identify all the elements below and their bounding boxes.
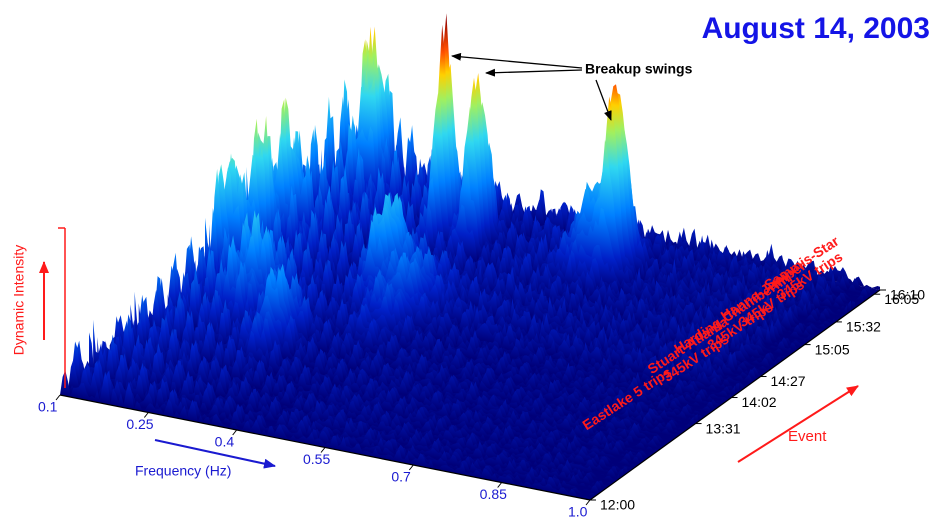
annotation-arrow [451,52,583,69]
x-tick-label: 0.55 [303,451,330,467]
y-tick-label: 16:05 [884,291,919,307]
surface-slice [84,348,615,482]
surface-slice [321,96,851,311]
surface-slice [325,116,856,308]
y-tick-label: 14:02 [742,394,777,410]
y-axis-line [589,289,881,501]
surface-slice [147,276,677,437]
surface-slice [159,266,690,428]
surface-slice [142,289,673,440]
y-tick-label: 13:31 [706,420,741,436]
y-tick-label: 16:10 [890,287,925,303]
y-axis-arrow [737,385,859,463]
x-tick [232,429,238,436]
x-axis-label: Frequency (Hz) [135,463,231,479]
surface-slice [122,317,653,455]
surface-slice [64,366,595,497]
surface-slice [80,354,611,485]
annotation-arrow [595,79,612,121]
x-tick [585,499,591,506]
x-tick-label: 0.4 [215,434,235,450]
y-tick-label: 12:00 [600,497,635,513]
x-tick-label: 0.25 [126,416,153,432]
surface-slice [97,337,628,473]
x-tick-label: 1.0 [568,504,588,520]
surface-slice [292,162,822,332]
x-tick [320,447,326,453]
annotation-arrow [485,68,583,77]
surface-slice [68,358,599,494]
surface [60,13,880,500]
surface-slice [171,260,702,419]
y-tick-label: 15:05 [815,341,850,357]
x-axis-arrow [154,439,276,469]
x-tick-label: 0.1 [38,399,58,415]
x-tick [497,482,503,488]
surface-slice [163,263,694,425]
surface-slice [76,340,607,488]
surface-slice [126,294,657,452]
surface-slice [234,154,764,374]
surface-slice [118,315,648,458]
x-tick-label: 0.7 [391,469,411,485]
chart-title: August 14, 2003 [702,12,930,45]
x-tick [408,464,414,471]
x-tick [55,394,61,401]
y-axis-label: Event [788,428,827,445]
surface-slice [60,370,590,500]
x-tick-label: 0.85 [480,486,507,502]
surface-slice [109,314,640,464]
z-axis-label: Dynamic Intensity [11,245,27,355]
surface-slice [134,291,665,446]
y-tick-label: 15:32 [846,319,881,335]
surface-slice [221,157,752,383]
surface-slice [151,278,682,434]
x-tick [143,412,149,418]
surface-slice [217,167,748,386]
surface-slice [229,170,760,377]
y-tick-label: 14:27 [771,373,806,389]
annotation: Breakup swings [585,61,693,77]
surface-slice [138,303,669,443]
